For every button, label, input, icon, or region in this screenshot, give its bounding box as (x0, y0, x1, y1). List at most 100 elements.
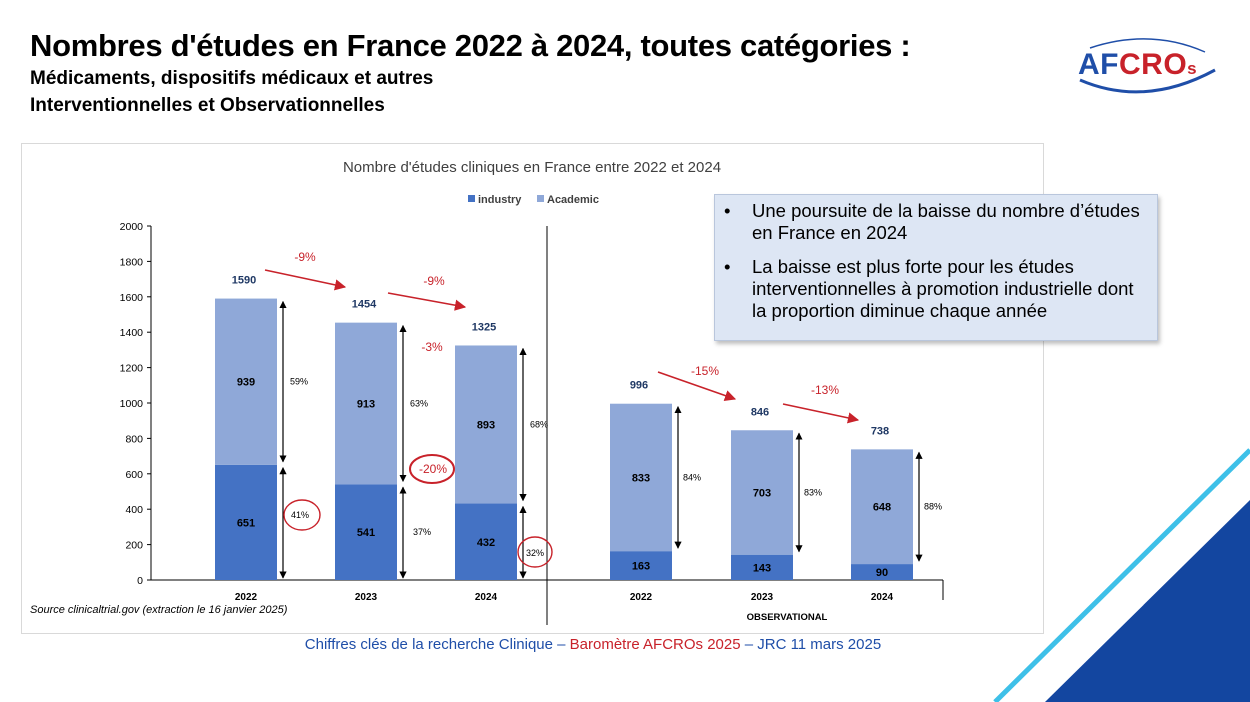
legend-label-industry: industry (478, 194, 522, 206)
academic-pct-label: 83% (804, 487, 822, 497)
y-tick-label: 1600 (120, 292, 144, 304)
trend-arrow (387, 292, 467, 311)
logo-suffix: s (1187, 59, 1198, 78)
highlight-circle (409, 454, 455, 484)
side-pct-label: -3% (421, 340, 443, 354)
info-bullet-1: • Une poursuite de la baisse du nombre d’… (724, 200, 1149, 244)
value-label-academic: 939 (237, 377, 255, 389)
bar-industry (851, 564, 913, 580)
value-label-industry: 143 (753, 562, 771, 574)
y-tick-label: 200 (125, 540, 143, 552)
academic-pct-label: 68% (530, 420, 548, 430)
slide-title: Nombres d'études en France 2022 à 2024, … (30, 28, 911, 63)
total-label: 1325 (472, 321, 496, 333)
legend-swatch-academic (537, 195, 544, 202)
legend-swatch-industry (468, 195, 475, 202)
bar-academic (215, 298, 277, 465)
bullet-mark: • (724, 256, 731, 277)
chart-legend: industry Academic (468, 194, 599, 206)
industry-pct-label: 32% (526, 548, 544, 558)
industry-pct-label: 37% (413, 527, 431, 537)
y-tick-label: 2000 (120, 221, 144, 233)
x-tick-label: 2024 (871, 592, 894, 603)
trend-arrow (264, 269, 347, 291)
y-axis: 0 200 400 600 800 1000 1200 1400 1600 1800 2000 (120, 221, 944, 625)
group-label: OBSERVATIONAL (747, 612, 828, 623)
trend-pct-label: -9% (294, 250, 316, 264)
info-bullet-text-1: Une poursuite de la baisse du nombre d’é… (752, 200, 1140, 243)
legend-label-academic: Academic (547, 194, 599, 206)
total-label: 738 (871, 425, 889, 437)
y-tick-label: 1800 (120, 256, 144, 268)
afcros-logo: AFCROs (1070, 30, 1220, 105)
slide-subtitle-1: Médicaments, dispositifs médicaux et aut… (30, 68, 434, 89)
academic-pct-label: 59% (290, 377, 308, 387)
footer-part-1: Chiffres clés de la recherche Clinique – (304, 636, 570, 653)
value-label-academic: 893 (477, 420, 495, 432)
bar-industry (610, 551, 672, 580)
corner-decoration (993, 448, 1250, 702)
logo-text: AFCROs (1078, 48, 1197, 82)
chart-annotations: 59% 63% 68% 84% 83% 88% 41% 37% 32% -9% -9% -15% -13… (264, 250, 942, 623)
value-label-academic: 913 (357, 398, 375, 410)
trend-pct-label: -9% (423, 274, 445, 288)
info-box: • Une poursuite de la baisse du nombre d’… (714, 194, 1158, 341)
value-label-industry: 432 (477, 537, 495, 549)
y-tick-label: 600 (125, 469, 143, 481)
bar-industry (731, 554, 793, 580)
footer: Chiffres clés de la recherche Clinique –… (0, 636, 1186, 653)
logo-accent: CRO (1119, 48, 1188, 81)
y-tick-label: 800 (125, 433, 143, 445)
x-tick-label: 2022 (235, 592, 258, 603)
value-label-academic: 833 (632, 472, 650, 484)
x-tick-label: 2024 (475, 592, 498, 603)
trend-arrow (782, 403, 860, 424)
total-label: 1590 (232, 275, 256, 287)
bar-academic (731, 430, 793, 555)
total-label: 1454 (352, 299, 377, 311)
industry-pct-label: 41% (291, 510, 309, 520)
bar-academic (335, 322, 397, 485)
trend-pct-label: -15% (691, 364, 719, 378)
bar-academic (610, 403, 672, 552)
logo-swoosh (1079, 38, 1216, 94)
value-label-industry: 163 (632, 561, 650, 573)
trend-arrow (657, 371, 737, 401)
value-label-industry: 90 (876, 567, 888, 579)
bar-industry (335, 484, 397, 580)
side-pct-label: -20% (419, 462, 447, 476)
y-tick-label: 0 (137, 575, 143, 587)
total-label: 996 (630, 380, 648, 392)
total-label: 846 (751, 406, 769, 418)
x-tick-label: 2023 (751, 592, 774, 603)
footer-part-3: – JRC 11 mars 2025 (740, 636, 882, 653)
highlight-circle (517, 536, 553, 568)
academic-pct-label: 63% (410, 398, 428, 408)
value-label-academic: 648 (873, 502, 891, 514)
info-bullet-2: • La baisse est plus forte pour les étude… (724, 256, 1149, 322)
y-tick-label: 1200 (120, 363, 144, 375)
value-label-academic: 703 (753, 487, 771, 499)
value-label-industry: 651 (237, 517, 255, 529)
y-tick-label: 400 (125, 504, 143, 516)
info-bullet-text-2: La baisse est plus forte pour les études… (752, 256, 1134, 321)
academic-pct-label: 88% (924, 502, 942, 512)
x-tick-label: 2023 (355, 592, 378, 603)
source-note: Source clinicaltrial.gov (extraction le … (30, 604, 288, 616)
chart-bars: 651 939 1590 2022 541 913 1454 2023 432 893 1325 20… (215, 275, 913, 603)
footer-part-2: Baromètre AFCROs 2025 (569, 636, 741, 653)
value-label-industry: 541 (357, 527, 375, 539)
bar-industry (215, 464, 277, 580)
chart-title: Nombre d'études cliniques en France entr… (343, 159, 721, 176)
bar-industry (455, 503, 517, 580)
logo-prefix: AF (1078, 48, 1119, 81)
highlight-circle (283, 499, 321, 531)
y-tick-label: 1000 (120, 398, 144, 410)
bullet-mark: • (724, 200, 731, 221)
slide-subtitle-2: Interventionnelles et Observationnelles (30, 95, 385, 116)
trend-pct-label: -13% (811, 383, 839, 397)
bar-academic (851, 449, 913, 565)
bar-academic (455, 345, 517, 504)
y-tick-label: 1400 (120, 327, 144, 339)
